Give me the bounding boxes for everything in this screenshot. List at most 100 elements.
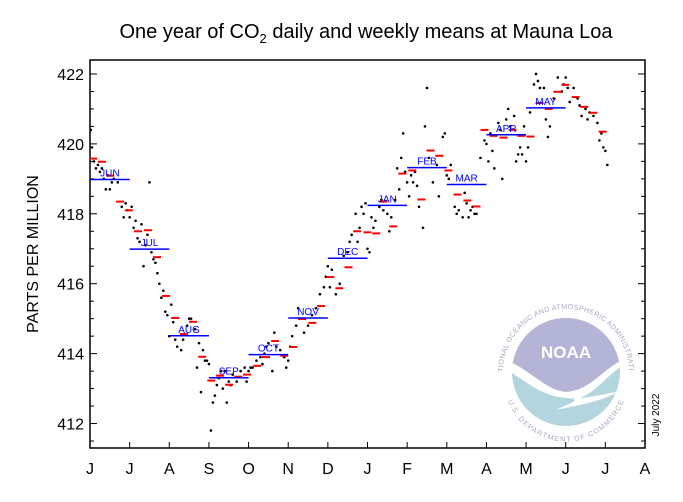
daily-point (463, 191, 466, 195)
daily-point (425, 86, 429, 90)
daily-point (314, 306, 318, 310)
daily-point (334, 292, 338, 296)
monthly-mean-label: APR (496, 124, 517, 135)
daily-point (203, 359, 207, 362)
daily-point (534, 72, 538, 76)
y-tick-label: 414 (57, 347, 84, 364)
daily-point (152, 257, 155, 261)
daily-point (251, 366, 254, 369)
daily-point (556, 76, 560, 79)
daily-point (189, 317, 193, 320)
daily-point (566, 86, 569, 90)
monthly-mean-label: MAR (455, 173, 477, 184)
daily-point (128, 215, 131, 219)
daily-point (259, 355, 262, 359)
x-tick-label: J (126, 461, 134, 478)
daily-point (552, 97, 556, 100)
daily-point (397, 188, 401, 191)
daily-point (130, 205, 133, 209)
daily-point (243, 366, 246, 369)
daily-point (197, 341, 201, 345)
daily-point (231, 373, 235, 376)
monthly-mean-label: DEC (337, 247, 358, 258)
daily-point (526, 146, 530, 149)
daily-point (205, 359, 209, 362)
daily-point (275, 345, 278, 348)
daily-point (604, 149, 607, 153)
daily-point (138, 240, 141, 244)
daily-point (116, 181, 120, 184)
daily-point (209, 429, 213, 432)
daily-point (144, 243, 147, 247)
daily-point (524, 160, 528, 163)
x-tick-label: D (322, 461, 334, 478)
logo-sky (512, 318, 620, 392)
daily-point (158, 282, 161, 286)
daily-point (92, 160, 96, 163)
daily-point (572, 86, 575, 90)
daily-point (455, 212, 458, 216)
daily-point (173, 338, 177, 341)
daily-point (532, 83, 536, 86)
daily-point (356, 240, 359, 244)
daily-point (140, 222, 143, 226)
daily-point (211, 401, 215, 404)
daily-point (150, 250, 153, 254)
daily-point (586, 118, 589, 121)
x-tick-label: J (86, 461, 94, 478)
daily-point (568, 100, 571, 104)
daily-point (124, 202, 127, 205)
daily-point (213, 394, 217, 397)
daily-point (265, 345, 268, 348)
daily-point (508, 125, 512, 128)
daily-point (247, 369, 250, 373)
chart-title: One year of CO2 daily and weekly means a… (119, 21, 613, 46)
daily-point (602, 146, 605, 149)
daily-point (399, 156, 403, 160)
logo-bird (512, 360, 620, 410)
daily-point (370, 215, 373, 219)
daily-point (354, 212, 357, 216)
daily-point (600, 132, 603, 135)
daily-point (235, 380, 238, 383)
daily-point (120, 205, 124, 209)
daily-point (388, 229, 391, 233)
daily-point (522, 125, 526, 128)
x-tick-label: O (242, 461, 254, 478)
x-tick-label: S (204, 461, 215, 478)
daily-point (201, 348, 205, 352)
daily-point (171, 320, 175, 324)
daily-point (443, 132, 447, 135)
daily-point (108, 188, 112, 191)
daily-point (164, 310, 167, 313)
daily-point (271, 369, 274, 373)
daily-point (100, 167, 104, 170)
daily-point (342, 254, 346, 258)
daily-point (148, 181, 151, 184)
daily-point (528, 111, 532, 114)
daily-point (94, 167, 98, 170)
daily-point (239, 369, 242, 373)
daily-point (409, 174, 413, 177)
monthly-mean-label: AUG (178, 325, 200, 336)
daily-point (328, 285, 332, 289)
daily-point (142, 264, 145, 268)
daily-point (403, 170, 407, 174)
daily-point (491, 149, 494, 153)
y-axis-label: PARTS PER MILLION (25, 175, 42, 333)
x-tick-label: F (402, 461, 412, 478)
daily-point (584, 107, 587, 111)
daily-point (518, 146, 522, 149)
daily-point (273, 331, 276, 334)
daily-point (162, 289, 165, 293)
daily-point (160, 296, 163, 299)
daily-point (187, 317, 191, 320)
daily-point (457, 209, 460, 212)
daily-point (506, 107, 510, 111)
daily-point (90, 146, 94, 149)
daily-point (156, 271, 159, 275)
y-tick-label: 418 (57, 207, 84, 224)
daily-point (364, 202, 367, 205)
daily-point (512, 114, 516, 118)
